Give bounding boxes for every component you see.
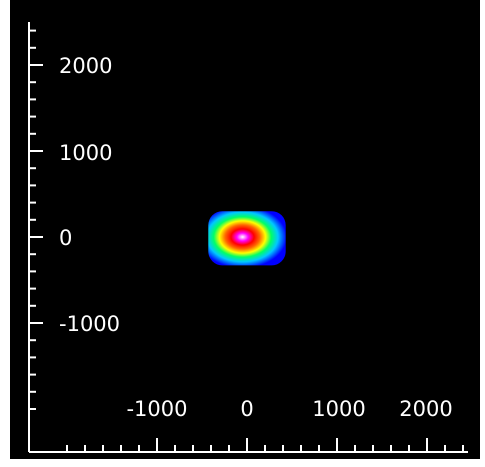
spot-intensity <box>208 211 286 266</box>
ticks <box>29 29 464 452</box>
beam-spot <box>208 211 286 266</box>
x-tick-label: 1000 <box>312 397 365 421</box>
x-tick-label: -1000 <box>126 397 187 421</box>
y-tick-label: 2000 <box>59 54 112 78</box>
y-tick-label: 0 <box>59 226 72 250</box>
y-tick-label: -1000 <box>59 312 120 336</box>
y-tick-label: 1000 <box>59 141 112 165</box>
x-tick-label: 2000 <box>399 397 452 421</box>
tick-labels: 2000 1000 0 -1000 -1000 0 1000 2000 <box>59 54 453 421</box>
x-tick-label: 0 <box>240 397 253 421</box>
